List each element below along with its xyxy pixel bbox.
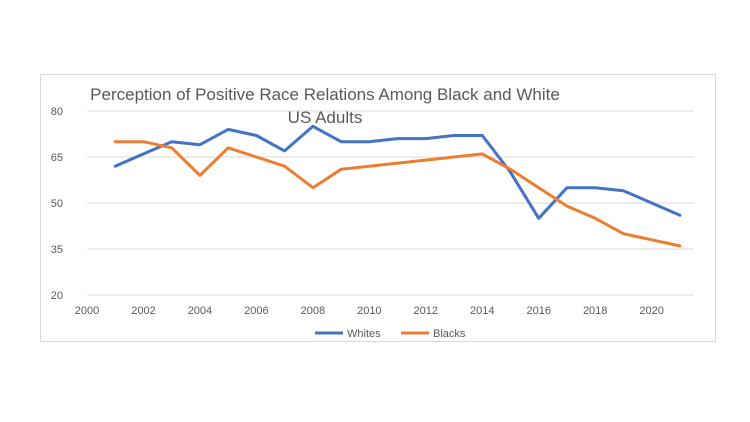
data-point-blacks-2018	[593, 216, 597, 220]
y-tick-label: 65	[51, 152, 63, 164]
x-tick-label: 2020	[639, 305, 663, 317]
chart-title-line-2: US Adults	[288, 108, 363, 127]
data-point-blacks-2021	[678, 244, 682, 248]
x-tick-label: 2004	[188, 305, 212, 317]
legend-item-whites: Whites	[315, 328, 381, 340]
data-point-whites-2018	[593, 186, 597, 190]
data-point-whites-2008	[311, 124, 315, 128]
chart-area: Perception of Positive Race Relations Am…	[40, 74, 716, 342]
x-tick-label: 2010	[357, 305, 381, 317]
data-point-whites-2005	[226, 127, 230, 131]
x-axis-tick-labels: 2000 2002 2004 2006 2008 2010 2012 2014 2016 2018…	[75, 305, 664, 317]
series-lines	[113, 124, 682, 248]
data-point-whites-2004	[198, 143, 202, 147]
data-point-whites-2006	[254, 134, 258, 138]
data-point-blacks-2014	[480, 152, 484, 156]
y-axis-tick-labels: 20 35 50 65 80	[51, 106, 63, 302]
data-point-blacks-2007	[283, 164, 287, 168]
x-tick-label: 2016	[526, 305, 550, 317]
data-point-blacks-2017	[565, 204, 569, 208]
data-point-whites-2010	[367, 140, 371, 144]
data-point-blacks-2001	[113, 140, 117, 144]
gridlines	[87, 110, 694, 296]
y-tick-label: 50	[51, 198, 63, 210]
legend-label-whites: Whites	[347, 328, 381, 340]
data-point-whites-2007	[283, 149, 287, 153]
x-tick-label: 2012	[414, 305, 438, 317]
x-tick-label: 2014	[470, 305, 494, 317]
data-point-blacks-2002	[141, 140, 145, 144]
data-point-whites-2001	[113, 164, 117, 168]
y-tick-label: 20	[51, 290, 63, 302]
series-blacks	[113, 140, 682, 248]
line-chart: Perception of Positive Race Relations Am…	[51, 85, 694, 340]
x-tick-label: 2018	[583, 305, 607, 317]
data-point-whites-2013	[452, 134, 456, 138]
legend-item-blacks: Blacks	[401, 328, 466, 340]
data-point-blacks-2006	[254, 155, 258, 159]
data-point-whites-2002	[141, 152, 145, 156]
data-point-whites-2009	[339, 140, 343, 144]
data-point-blacks-2020	[650, 238, 654, 242]
data-point-whites-2019	[621, 189, 625, 193]
chart-title-line-1: Perception of Positive Race Relations Am…	[90, 85, 560, 104]
data-point-blacks-2009	[339, 167, 343, 171]
data-point-whites-2014	[480, 134, 484, 138]
series-whites	[113, 124, 682, 220]
y-tick-label: 80	[51, 106, 63, 118]
y-tick-label: 35	[51, 244, 63, 256]
data-point-blacks-2008	[311, 186, 315, 190]
data-point-whites-2017	[565, 186, 569, 190]
data-point-blacks-2005	[226, 146, 230, 150]
series-line-blacks	[113, 140, 682, 248]
data-point-blacks-2019	[621, 232, 625, 236]
data-point-blacks-2015	[508, 167, 512, 171]
data-point-blacks-2003	[170, 146, 174, 150]
legend: Whites Blacks	[315, 328, 466, 340]
data-point-blacks-2004	[198, 173, 202, 177]
data-point-whites-2003	[170, 140, 174, 144]
series-line-whites	[113, 124, 682, 220]
data-point-blacks-2012	[424, 158, 428, 162]
x-tick-label: 2002	[131, 305, 155, 317]
x-tick-label: 2006	[244, 305, 268, 317]
data-point-blacks-2013	[452, 155, 456, 159]
data-point-blacks-2010	[367, 164, 371, 168]
data-point-whites-2016	[537, 216, 541, 220]
legend-label-blacks: Blacks	[433, 328, 466, 340]
x-tick-label: 2000	[75, 305, 99, 317]
x-tick-label: 2008	[301, 305, 325, 317]
chart-title: Perception of Positive Race Relations Am…	[90, 85, 560, 127]
data-point-blacks-2016	[537, 186, 541, 190]
data-point-whites-2012	[424, 137, 428, 141]
data-point-whites-2020	[650, 201, 654, 205]
data-point-whites-2011	[396, 137, 400, 141]
data-point-blacks-2011	[396, 161, 400, 165]
data-point-whites-2021	[678, 213, 682, 217]
